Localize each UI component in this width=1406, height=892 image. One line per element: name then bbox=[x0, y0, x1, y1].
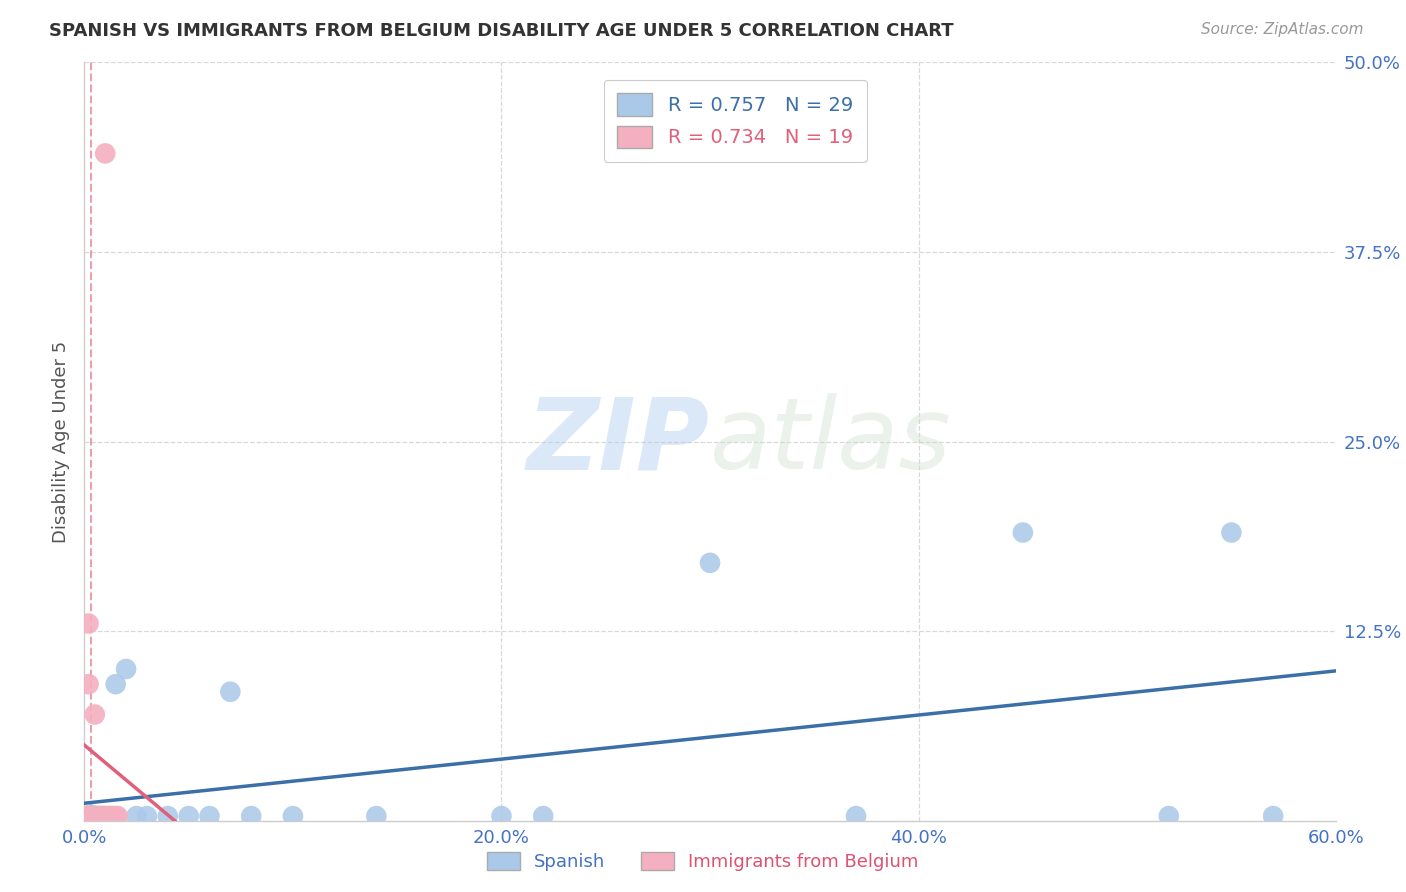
Point bbox=[115, 662, 138, 676]
Point bbox=[96, 809, 118, 823]
Point bbox=[1157, 809, 1180, 823]
Point bbox=[77, 809, 100, 823]
Text: ZIP: ZIP bbox=[527, 393, 710, 490]
Point bbox=[90, 809, 112, 823]
Point bbox=[79, 809, 101, 823]
Point bbox=[86, 809, 108, 823]
Point bbox=[845, 809, 868, 823]
Point bbox=[366, 809, 388, 823]
Point bbox=[281, 809, 304, 823]
Point bbox=[75, 809, 97, 823]
Point bbox=[94, 809, 117, 823]
Point bbox=[77, 677, 100, 691]
Text: atlas: atlas bbox=[710, 393, 952, 490]
Y-axis label: Disability Age Under 5: Disability Age Under 5 bbox=[52, 341, 70, 542]
Point bbox=[156, 809, 179, 823]
Point bbox=[699, 556, 721, 570]
Point bbox=[91, 809, 114, 823]
Point bbox=[86, 809, 108, 823]
Point bbox=[77, 616, 100, 631]
Point bbox=[240, 809, 263, 823]
Point bbox=[107, 809, 129, 823]
Point bbox=[87, 809, 110, 823]
Point bbox=[1220, 525, 1243, 540]
Point bbox=[98, 809, 121, 823]
Text: Source: ZipAtlas.com: Source: ZipAtlas.com bbox=[1201, 22, 1364, 37]
Point bbox=[94, 146, 117, 161]
Point bbox=[125, 809, 148, 823]
Text: SPANISH VS IMMIGRANTS FROM BELGIUM DISABILITY AGE UNDER 5 CORRELATION CHART: SPANISH VS IMMIGRANTS FROM BELGIUM DISAB… bbox=[49, 22, 953, 40]
Point bbox=[90, 809, 112, 823]
Point bbox=[75, 809, 97, 823]
Legend: Spanish, Immigrants from Belgium: Spanish, Immigrants from Belgium bbox=[479, 845, 927, 879]
Point bbox=[103, 809, 125, 823]
Point bbox=[491, 809, 513, 823]
Point bbox=[79, 807, 101, 822]
Point bbox=[104, 677, 127, 691]
Legend: R = 0.757   N = 29, R = 0.734   N = 19: R = 0.757 N = 29, R = 0.734 N = 19 bbox=[603, 79, 866, 161]
Point bbox=[198, 809, 221, 823]
Point bbox=[94, 809, 117, 823]
Point bbox=[177, 809, 200, 823]
Point bbox=[91, 809, 114, 823]
Point bbox=[87, 809, 110, 823]
Point bbox=[82, 809, 104, 823]
Point bbox=[1012, 525, 1035, 540]
Point bbox=[104, 809, 127, 823]
Point bbox=[83, 707, 105, 722]
Point bbox=[1263, 809, 1285, 823]
Point bbox=[82, 809, 104, 823]
Point bbox=[219, 685, 242, 699]
Point bbox=[83, 809, 105, 823]
Point bbox=[100, 809, 122, 823]
Point bbox=[531, 809, 554, 823]
Point bbox=[75, 809, 97, 823]
Point bbox=[136, 809, 159, 823]
